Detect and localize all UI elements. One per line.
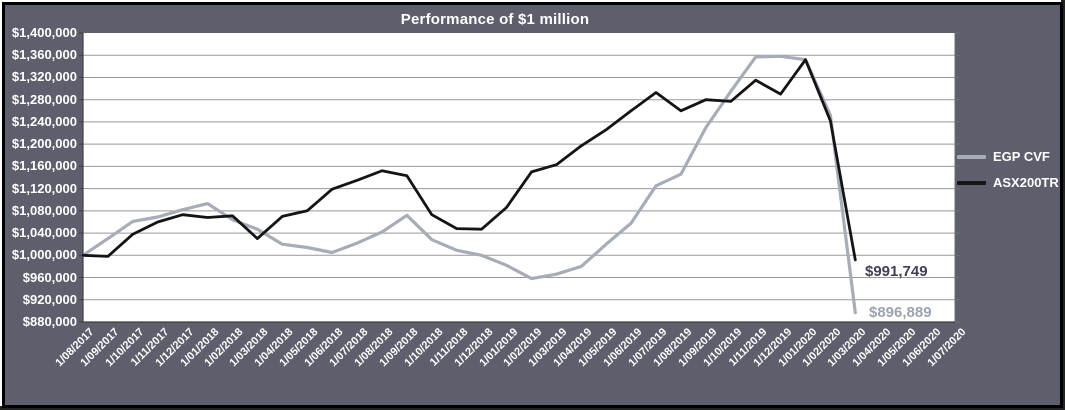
legend-label-asx200tr: ASX200TR (993, 175, 1059, 190)
y-axis-label: $1,200,000 (11, 136, 77, 152)
y-axis-label: $1,240,000 (11, 113, 77, 129)
end-label-egp-cvf: $896,889 (869, 303, 932, 321)
x-axis-labels: 1/08/2017 1/09/2017 1/10/2017 1/11/2017 1/12… (5, 5, 1060, 405)
y-axis-label: $1,280,000 (11, 91, 77, 107)
plot-area (79, 32, 960, 323)
y-axis-label: $1,400,000 (11, 25, 77, 40)
egp-cvf-line-swatch (957, 154, 986, 159)
asx200tr-line-swatch (957, 180, 986, 185)
plot-background (83, 33, 955, 322)
legend-label-egp-cvf: EGP CVF (993, 149, 1050, 164)
y-axis-label: $920,000 (22, 291, 77, 307)
y-axis-label: $1,320,000 (11, 69, 77, 85)
y-axis-label: $1,080,000 (11, 202, 77, 218)
chart-title: Performance of $1 million (400, 11, 590, 28)
y-axis-label: $1,160,000 (11, 158, 77, 174)
end-label-asx200tr: $991,749 (865, 262, 928, 280)
y-axis-label: $1,120,000 (11, 180, 77, 196)
y-axis-label: $1,000,000 (11, 247, 77, 263)
y-axis-label: $1,360,000 (11, 47, 77, 63)
y-axis-label: $960,000 (22, 269, 77, 285)
y-axis-label: $1,040,000 (11, 225, 77, 241)
series-line-asx200tr (81, 58, 857, 262)
y-axis-label: $880,000 (22, 314, 77, 329)
legend-item-asx200tr: ASX200TR (957, 175, 1059, 190)
series-line-egp-cvf (81, 54, 857, 315)
y-axis-labels: $1,400,000 $1,360,000 $1,320,000 $1,280,000… (5, 5, 1060, 405)
legend-item-egp-cvf: EGP CVF (957, 149, 1050, 164)
